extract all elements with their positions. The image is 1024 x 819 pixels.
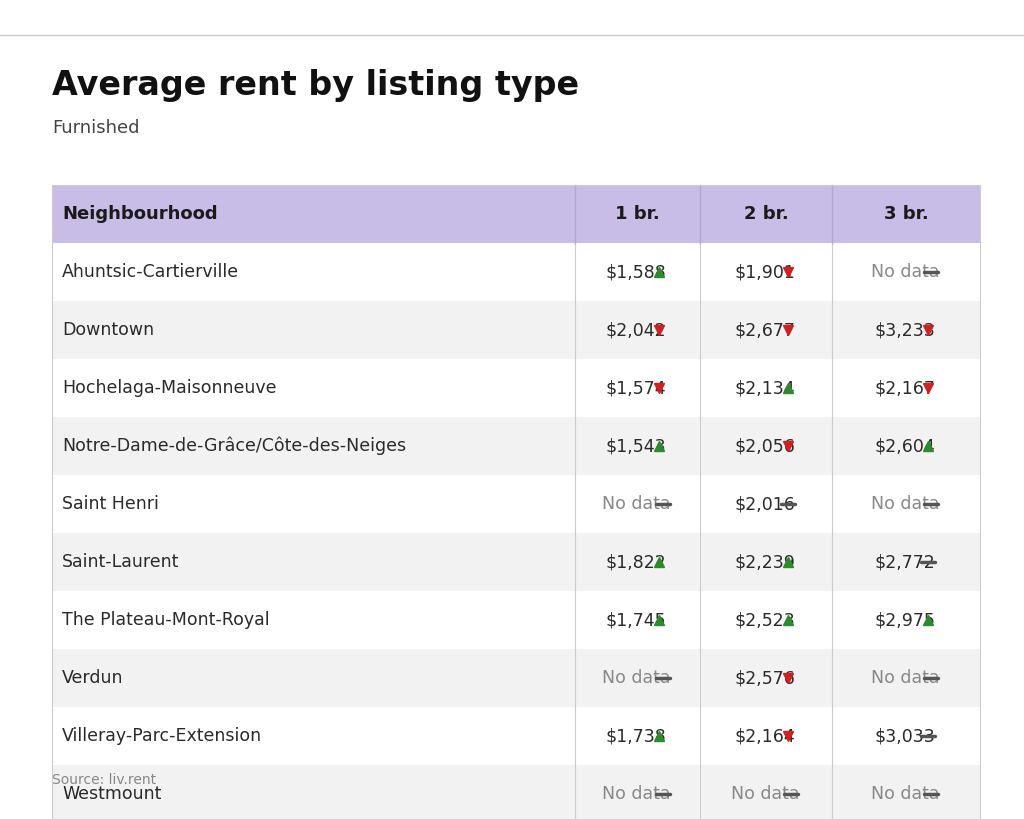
Text: $1,901: $1,901 [734,263,796,281]
Text: $3,233: $3,233 [874,321,935,339]
Text: Villeray-Parc-Extension: Villeray-Parc-Extension [62,727,262,745]
Text: No data: No data [870,785,939,803]
Text: $2,772: $2,772 [874,553,935,571]
Text: $2,604: $2,604 [874,437,935,455]
Text: No data: No data [870,495,939,513]
Bar [52,533,980,591]
Text: Furnished: Furnished [52,119,139,137]
Text: $2,975: $2,975 [874,611,935,629]
Text: No data: No data [602,495,671,513]
Bar [52,649,980,707]
Text: $1,574: $1,574 [606,379,667,397]
Text: Notre-Dame-de-Grâce/Côte-des-Neiges: Notre-Dame-de-Grâce/Côte-des-Neiges [62,437,407,455]
Text: Downtown: Downtown [62,321,155,339]
Text: No data: No data [602,669,671,687]
Text: 2 br.: 2 br. [743,205,788,223]
Text: Saint-Laurent: Saint-Laurent [62,553,179,571]
Text: $3,033: $3,033 [874,727,935,745]
Text: $1,822: $1,822 [606,553,667,571]
Bar [52,475,980,533]
Text: $1,745: $1,745 [606,611,667,629]
Text: 1 br.: 1 br. [615,205,659,223]
Text: $2,167: $2,167 [874,379,935,397]
Text: $2,042: $2,042 [606,321,667,339]
Text: 3 br.: 3 br. [884,205,929,223]
Bar [52,359,980,417]
Bar [52,185,980,819]
Text: $2,016: $2,016 [734,495,796,513]
Text: Westmount: Westmount [62,785,162,803]
Text: $2,239: $2,239 [734,553,796,571]
Text: $2,056: $2,056 [734,437,796,455]
Text: No data: No data [870,669,939,687]
Bar [52,591,980,649]
Text: $1,588: $1,588 [606,263,667,281]
Bar [52,185,980,243]
Text: $2,677: $2,677 [734,321,796,339]
Bar [52,765,980,819]
Bar [52,417,980,475]
Text: Saint Henri: Saint Henri [62,495,159,513]
Bar [52,243,980,301]
Text: No data: No data [870,263,939,281]
Text: Verdun: Verdun [62,669,124,687]
Bar [52,301,980,359]
Text: No data: No data [731,785,800,803]
Text: $2,134: $2,134 [734,379,795,397]
Text: Hochelaga-Maisonneuve: Hochelaga-Maisonneuve [62,379,276,397]
Text: Source: liv.rent: Source: liv.rent [52,773,156,787]
Text: $2,576: $2,576 [734,669,796,687]
Text: $2,523: $2,523 [734,611,796,629]
Text: Neighbourhood: Neighbourhood [62,205,218,223]
Text: $1,738: $1,738 [606,727,667,745]
Bar [52,707,980,765]
Text: $1,543: $1,543 [606,437,667,455]
Text: The Plateau-Mont-Royal: The Plateau-Mont-Royal [62,611,269,629]
Text: Ahuntsic-Cartierville: Ahuntsic-Cartierville [62,263,240,281]
Text: No data: No data [602,785,671,803]
Text: Average rent by listing type: Average rent by listing type [52,69,580,102]
Text: $2,164: $2,164 [734,727,796,745]
